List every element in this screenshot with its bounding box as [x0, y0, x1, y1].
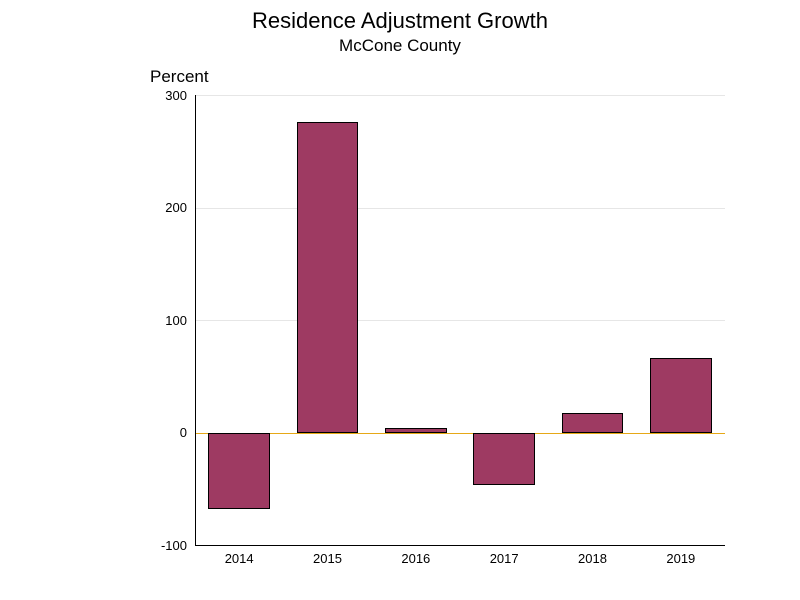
bar: [208, 433, 270, 510]
gridline: [195, 208, 725, 209]
chart-title: Residence Adjustment Growth: [0, 8, 800, 34]
chart-subtitle: McCone County: [0, 36, 800, 56]
y-tick-label: 200: [137, 200, 187, 215]
y-tick-label: -100: [137, 538, 187, 553]
y-tick-label: 300: [137, 88, 187, 103]
y-tick-label: 100: [137, 313, 187, 328]
x-tick-label: 2014: [195, 551, 283, 566]
x-axis-line: [195, 545, 725, 546]
y-axis-line: [195, 95, 196, 545]
x-tick-label: 2019: [637, 551, 725, 566]
gridline: [195, 320, 725, 321]
x-tick-label: 2018: [548, 551, 636, 566]
bar: [385, 428, 447, 433]
chart-container: Residence Adjustment Growth McCone Count…: [0, 0, 800, 600]
baseline: [195, 433, 725, 435]
x-tick-label: 2017: [460, 551, 548, 566]
y-axis-label: Percent: [150, 67, 209, 87]
bar: [297, 122, 359, 433]
x-tick-label: 2016: [372, 551, 460, 566]
y-tick-label: 0: [137, 425, 187, 440]
x-tick-label: 2015: [283, 551, 371, 566]
bar: [562, 413, 624, 432]
bar: [473, 433, 535, 486]
gridline: [195, 95, 725, 96]
bar: [650, 358, 712, 432]
plot-area: [195, 95, 725, 545]
